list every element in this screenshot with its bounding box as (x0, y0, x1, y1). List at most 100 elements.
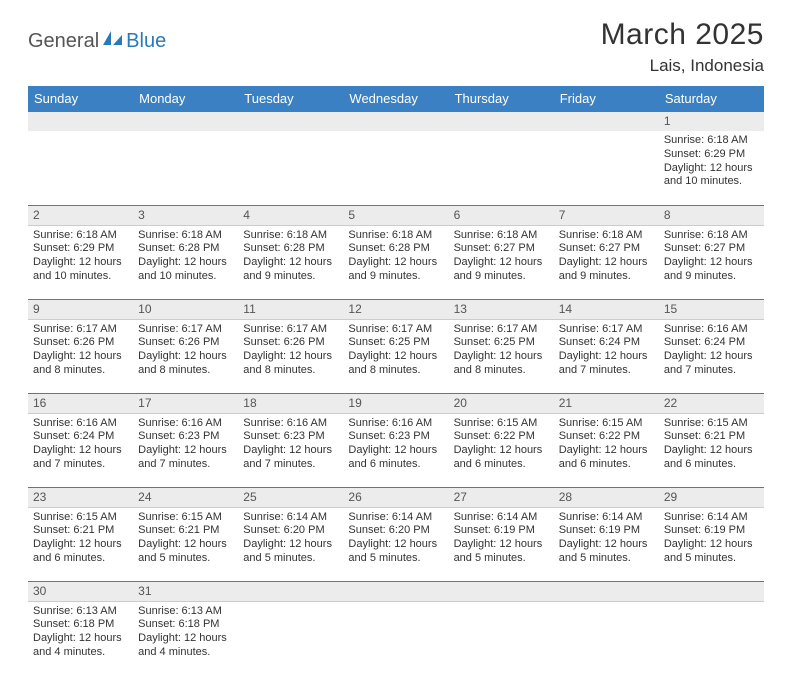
day-cell: Sunrise: 6:16 AMSunset: 6:23 PMDaylight:… (133, 413, 238, 487)
sunset-text: Sunset: 6:28 PM (138, 242, 233, 256)
page-header: General Blue March 2025 Lais, Indonesia (28, 18, 764, 76)
daylight-text: and 7 minutes. (243, 458, 338, 472)
sunset-text: Sunset: 6:22 PM (559, 430, 654, 444)
daylight-text: and 7 minutes. (664, 364, 759, 378)
day-number-cell: 24 (133, 487, 238, 507)
day-number-cell: 28 (554, 487, 659, 507)
sunset-text: Sunset: 6:26 PM (33, 336, 128, 350)
logo-text-blue: Blue (126, 30, 166, 53)
daylight-text: and 10 minutes. (138, 270, 233, 284)
daylight-text: Daylight: 12 hours (664, 538, 759, 552)
brand-logo: General Blue (28, 18, 166, 53)
sunrise-text: Sunrise: 6:13 AM (33, 605, 128, 619)
daylight-text: Daylight: 12 hours (348, 538, 443, 552)
sunrise-text: Sunrise: 6:16 AM (138, 417, 233, 431)
day-number-cell: 11 (238, 299, 343, 319)
day-number-cell (133, 112, 238, 132)
weekday-header: Saturday (659, 86, 764, 112)
day-number-cell: 18 (238, 393, 343, 413)
weekday-header: Monday (133, 86, 238, 112)
daylight-text: and 5 minutes. (138, 552, 233, 566)
day-number-cell: 4 (238, 205, 343, 225)
daylight-text: Daylight: 12 hours (33, 350, 128, 364)
day-number-cell (343, 112, 448, 132)
day-cell: Sunrise: 6:16 AMSunset: 6:24 PMDaylight:… (28, 413, 133, 487)
day-number-cell: 23 (28, 487, 133, 507)
daylight-text: and 9 minutes. (559, 270, 654, 284)
daylight-text: Daylight: 12 hours (243, 256, 338, 270)
sunrise-text: Sunrise: 6:18 AM (243, 229, 338, 243)
day-number-cell: 21 (554, 393, 659, 413)
day-number-cell: 30 (28, 581, 133, 601)
day-cell: Sunrise: 6:17 AMSunset: 6:26 PMDaylight:… (238, 319, 343, 393)
sunset-text: Sunset: 6:20 PM (348, 524, 443, 538)
daylight-text: Daylight: 12 hours (138, 538, 233, 552)
weekday-header: Tuesday (238, 86, 343, 112)
daylight-text: Daylight: 12 hours (664, 350, 759, 364)
daylight-text: and 10 minutes. (33, 270, 128, 284)
sunset-text: Sunset: 6:25 PM (348, 336, 443, 350)
sunrise-text: Sunrise: 6:15 AM (664, 417, 759, 431)
day-cell: Sunrise: 6:15 AMSunset: 6:22 PMDaylight:… (449, 413, 554, 487)
sunrise-text: Sunrise: 6:18 AM (559, 229, 654, 243)
daylight-text: and 8 minutes. (33, 364, 128, 378)
daylight-text: and 4 minutes. (138, 646, 233, 660)
sunset-text: Sunset: 6:29 PM (33, 242, 128, 256)
daylight-text: Daylight: 12 hours (243, 350, 338, 364)
location-label: Lais, Indonesia (601, 56, 764, 76)
day-cell: Sunrise: 6:17 AMSunset: 6:25 PMDaylight:… (449, 319, 554, 393)
day-number-cell: 25 (238, 487, 343, 507)
daylight-text: Daylight: 12 hours (348, 444, 443, 458)
sunrise-text: Sunrise: 6:14 AM (559, 511, 654, 525)
sunrise-text: Sunrise: 6:17 AM (454, 323, 549, 337)
day-content-row: Sunrise: 6:15 AMSunset: 6:21 PMDaylight:… (28, 507, 764, 581)
day-cell (659, 601, 764, 675)
day-cell (238, 131, 343, 205)
daylight-text: and 5 minutes. (454, 552, 549, 566)
daylight-text: Daylight: 12 hours (664, 444, 759, 458)
day-number-cell: 29 (659, 487, 764, 507)
daylight-text: and 6 minutes. (348, 458, 443, 472)
daylight-text: and 4 minutes. (33, 646, 128, 660)
day-cell (343, 131, 448, 205)
day-number-cell: 15 (659, 299, 764, 319)
day-cell: Sunrise: 6:16 AMSunset: 6:23 PMDaylight:… (343, 413, 448, 487)
daylight-text: Daylight: 12 hours (138, 632, 233, 646)
daylight-text: and 9 minutes. (243, 270, 338, 284)
daylight-text: Daylight: 12 hours (138, 256, 233, 270)
sunrise-text: Sunrise: 6:15 AM (138, 511, 233, 525)
sunrise-text: Sunrise: 6:18 AM (33, 229, 128, 243)
day-cell (449, 601, 554, 675)
sunset-text: Sunset: 6:21 PM (138, 524, 233, 538)
sunset-text: Sunset: 6:27 PM (559, 242, 654, 256)
daylight-text: Daylight: 12 hours (454, 444, 549, 458)
sunrise-text: Sunrise: 6:15 AM (454, 417, 549, 431)
daylight-text: Daylight: 12 hours (664, 256, 759, 270)
daylight-text: and 9 minutes. (348, 270, 443, 284)
title-block: March 2025 Lais, Indonesia (601, 18, 764, 76)
day-number-row: 9101112131415 (28, 299, 764, 319)
calendar-page: General Blue March 2025 Lais, Indonesia … (0, 0, 792, 685)
day-cell (449, 131, 554, 205)
sunrise-text: Sunrise: 6:17 AM (138, 323, 233, 337)
sunset-text: Sunset: 6:18 PM (138, 618, 233, 632)
sunset-text: Sunset: 6:24 PM (664, 336, 759, 350)
daylight-text: Daylight: 12 hours (348, 350, 443, 364)
day-cell: Sunrise: 6:17 AMSunset: 6:26 PMDaylight:… (133, 319, 238, 393)
sunrise-text: Sunrise: 6:18 AM (664, 229, 759, 243)
daylight-text: Daylight: 12 hours (559, 444, 654, 458)
logo-text-general: General (28, 30, 99, 53)
sunset-text: Sunset: 6:21 PM (664, 430, 759, 444)
sunrise-text: Sunrise: 6:14 AM (348, 511, 443, 525)
daylight-text: Daylight: 12 hours (243, 444, 338, 458)
daylight-text: and 5 minutes. (348, 552, 443, 566)
day-content-row: Sunrise: 6:13 AM Sunset: 6:18 PMDaylight:… (28, 601, 764, 675)
day-cell: Sunrise: 6:14 AMSunset: 6:20 PMDaylight:… (343, 507, 448, 581)
daylight-text: and 7 minutes. (33, 458, 128, 472)
sunrise-text: Sunrise: 6:14 AM (664, 511, 759, 525)
day-number-cell (343, 581, 448, 601)
daylight-text: Daylight: 12 hours (454, 538, 549, 552)
day-cell: Sunrise: 6:17 AMSunset: 6:26 PMDaylight:… (28, 319, 133, 393)
sunset-text: Sunset: 6:19 PM (664, 524, 759, 538)
day-cell: Sunrise: 6:18 AMSunset: 6:29 PMDaylight:… (28, 225, 133, 299)
